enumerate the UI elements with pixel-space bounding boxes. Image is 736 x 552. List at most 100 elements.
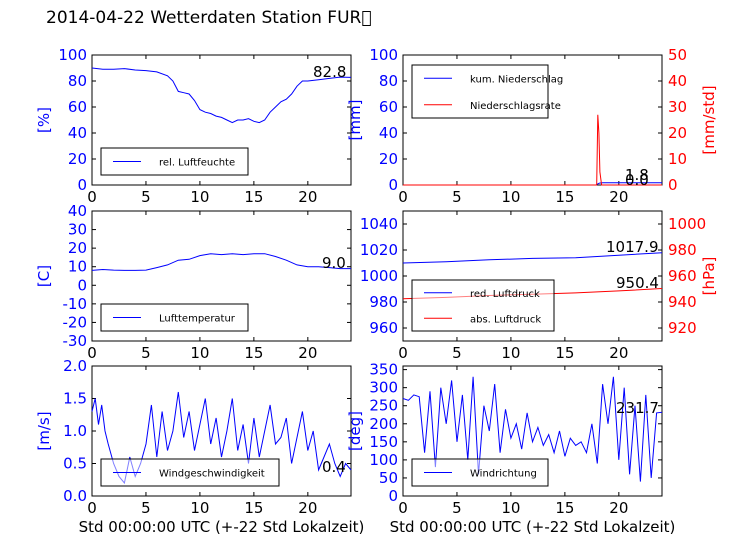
- y-right-tick-label: 980: [668, 241, 697, 259]
- y-tick-label: 20: [68, 239, 87, 257]
- y-tick-label: 1.0: [63, 422, 87, 440]
- series-line-1: [403, 114, 662, 186]
- value-annotation: 0.4: [322, 458, 346, 476]
- y-tick-label: 300: [369, 379, 398, 397]
- legend-label: red. Luftdruck: [470, 289, 540, 300]
- y-axis-label: [m/s]: [35, 411, 53, 450]
- x-tick-label: 0: [398, 499, 408, 517]
- x-tick-label: 5: [452, 499, 462, 517]
- x-tick-label: 10: [501, 188, 520, 206]
- legend: Lufttemperatur: [100, 303, 249, 332]
- y-tick-label: 60: [379, 98, 398, 116]
- legend: Windrichtung: [411, 458, 549, 487]
- y-tick-label: -20: [63, 313, 88, 331]
- x-tick-label: 0: [398, 344, 408, 362]
- x-tick-label: 10: [501, 499, 520, 517]
- y-tick-label: 100: [369, 46, 398, 64]
- x-tick-label: 15: [555, 499, 574, 517]
- x-axis-label: Std 00:00:00 UTC (+-22 Std Lokalzeit): [390, 518, 676, 536]
- y-tick-label: 100: [369, 451, 398, 469]
- x-tick-label: 15: [244, 188, 263, 206]
- y-right-tick-label: 20: [668, 124, 687, 142]
- x-tick-label: 0: [87, 499, 97, 517]
- x-tick-label: 20: [609, 499, 628, 517]
- legend-label: Niederschlagsrate: [470, 101, 561, 112]
- legend-label: Windrichtung: [470, 469, 537, 480]
- legend-label: kum. Niederschlag: [470, 74, 563, 85]
- y-tick-label: 0.0: [63, 487, 87, 505]
- x-tick-label: 15: [555, 344, 574, 362]
- x-tick-label: 15: [244, 499, 263, 517]
- y-tick-label: 40: [379, 124, 398, 142]
- y-tick-label: 0: [77, 276, 87, 294]
- series-line-0: [402, 252, 663, 264]
- x-tick-label: 20: [609, 188, 628, 206]
- y-tick-label: 100: [58, 46, 87, 64]
- chart-panel-top-right: 0 5 10 15 20 0 20 40 60 80 100 0 10 20 30 40 50 [mm] [mm/s…: [346, 46, 718, 206]
- y-right-tick-label: 1000: [668, 215, 706, 233]
- y-tick-label: 30: [68, 221, 87, 239]
- y-tick-label: 150: [369, 433, 398, 451]
- value-annotation: 82.8: [313, 63, 346, 81]
- y-right-tick-label: 10: [668, 150, 687, 168]
- chart-panel-mid-right: 0 5 10 15 20 960 980 1000 1020 1040 920 940 960 980 10…: [360, 210, 718, 362]
- plot-frame: [91, 54, 352, 186]
- x-tick-label: 0: [87, 344, 97, 362]
- legend-label: abs. Luftdruck: [470, 314, 541, 325]
- y-tick-label: 960: [369, 319, 398, 337]
- legend: kum. Niederschlag Niederschlagsrate: [411, 64, 563, 119]
- y-tick-label: -30: [63, 332, 88, 350]
- value-annotation: 950.4: [616, 274, 659, 292]
- y-tick-label: 80: [379, 72, 398, 90]
- y-axis-label: [mm]: [346, 100, 364, 141]
- y-tick-label: 0: [388, 176, 398, 194]
- x-tick-label: 15: [555, 188, 574, 206]
- chart-panel-top-left: 0 5 10 15 20 0 20 40 60 80 100 [%] rel. Luftfeuchte 8…: [35, 46, 352, 206]
- x-tick-label: 5: [452, 188, 462, 206]
- y-axis-label: [C]: [35, 265, 53, 287]
- y-tick-label: 0: [388, 487, 398, 505]
- x-tick-label: 20: [298, 499, 317, 517]
- y-axis-label: [%]: [35, 107, 53, 133]
- y-tick-label: 1040: [360, 215, 398, 233]
- legend: red. Luftdruck abs. Luftdruck: [411, 279, 555, 332]
- value-annotation: 1017.9: [606, 238, 659, 256]
- x-tick-label: 20: [298, 188, 317, 206]
- y-right-tick-label: 40: [668, 72, 687, 90]
- x-tick-label: 5: [141, 344, 151, 362]
- page-title: 2014-04-22 Wetterdaten Station FUR : [46, 8, 372, 28]
- x-tick-label: 5: [452, 344, 462, 362]
- x-tick-label: 10: [190, 344, 209, 362]
- y-right-tick-label: 0: [668, 176, 678, 194]
- value-annotation: 231.7: [616, 399, 659, 417]
- y-right-tick-label: 940: [668, 293, 697, 311]
- series-line-0: [91, 67, 352, 124]
- legend-label: Lufttemperatur: [159, 314, 236, 325]
- legend-label: Windgeschwindigkeit: [159, 469, 265, 480]
- y-tick-label: 80: [68, 72, 87, 90]
- value-annotation: 9.0: [322, 254, 346, 272]
- y-tick-label: 1020: [360, 241, 398, 259]
- y-tick-label: 200: [369, 415, 398, 433]
- x-tick-label: 10: [190, 499, 209, 517]
- legend-frame: [411, 64, 549, 119]
- legend: Windgeschwindigkeit: [100, 458, 280, 487]
- y-right-axis-label: [hPa]: [700, 257, 718, 296]
- series-line-0: [91, 253, 351, 271]
- x-tick-label: 20: [298, 344, 317, 362]
- x-tick-label: 15: [244, 344, 263, 362]
- legend: rel. Luftfeuchte: [100, 147, 249, 176]
- chart-panel-mid-left: 0 5 10 15 20-30-20-10010203040[C]Lufttempera…: [35, 202, 352, 362]
- y-right-tick-label: 50: [668, 46, 687, 64]
- plot-frame: [91, 210, 352, 342]
- y-tick-label: 20: [379, 150, 398, 168]
- x-tick-label: 0: [398, 188, 408, 206]
- x-tick-label: 5: [141, 188, 151, 206]
- y-tick-label: 40: [68, 202, 87, 220]
- y-tick-label: 2.0: [63, 357, 87, 375]
- chart-panel-bottom-left: 0 5 10 15 20 0.0 0.5 1.0 1.5 2.0 [m/s] Std 00:00:00…: [35, 357, 364, 536]
- y-tick-label: 350: [369, 361, 398, 379]
- legend-label: rel. Luftfeuchte: [159, 158, 235, 169]
